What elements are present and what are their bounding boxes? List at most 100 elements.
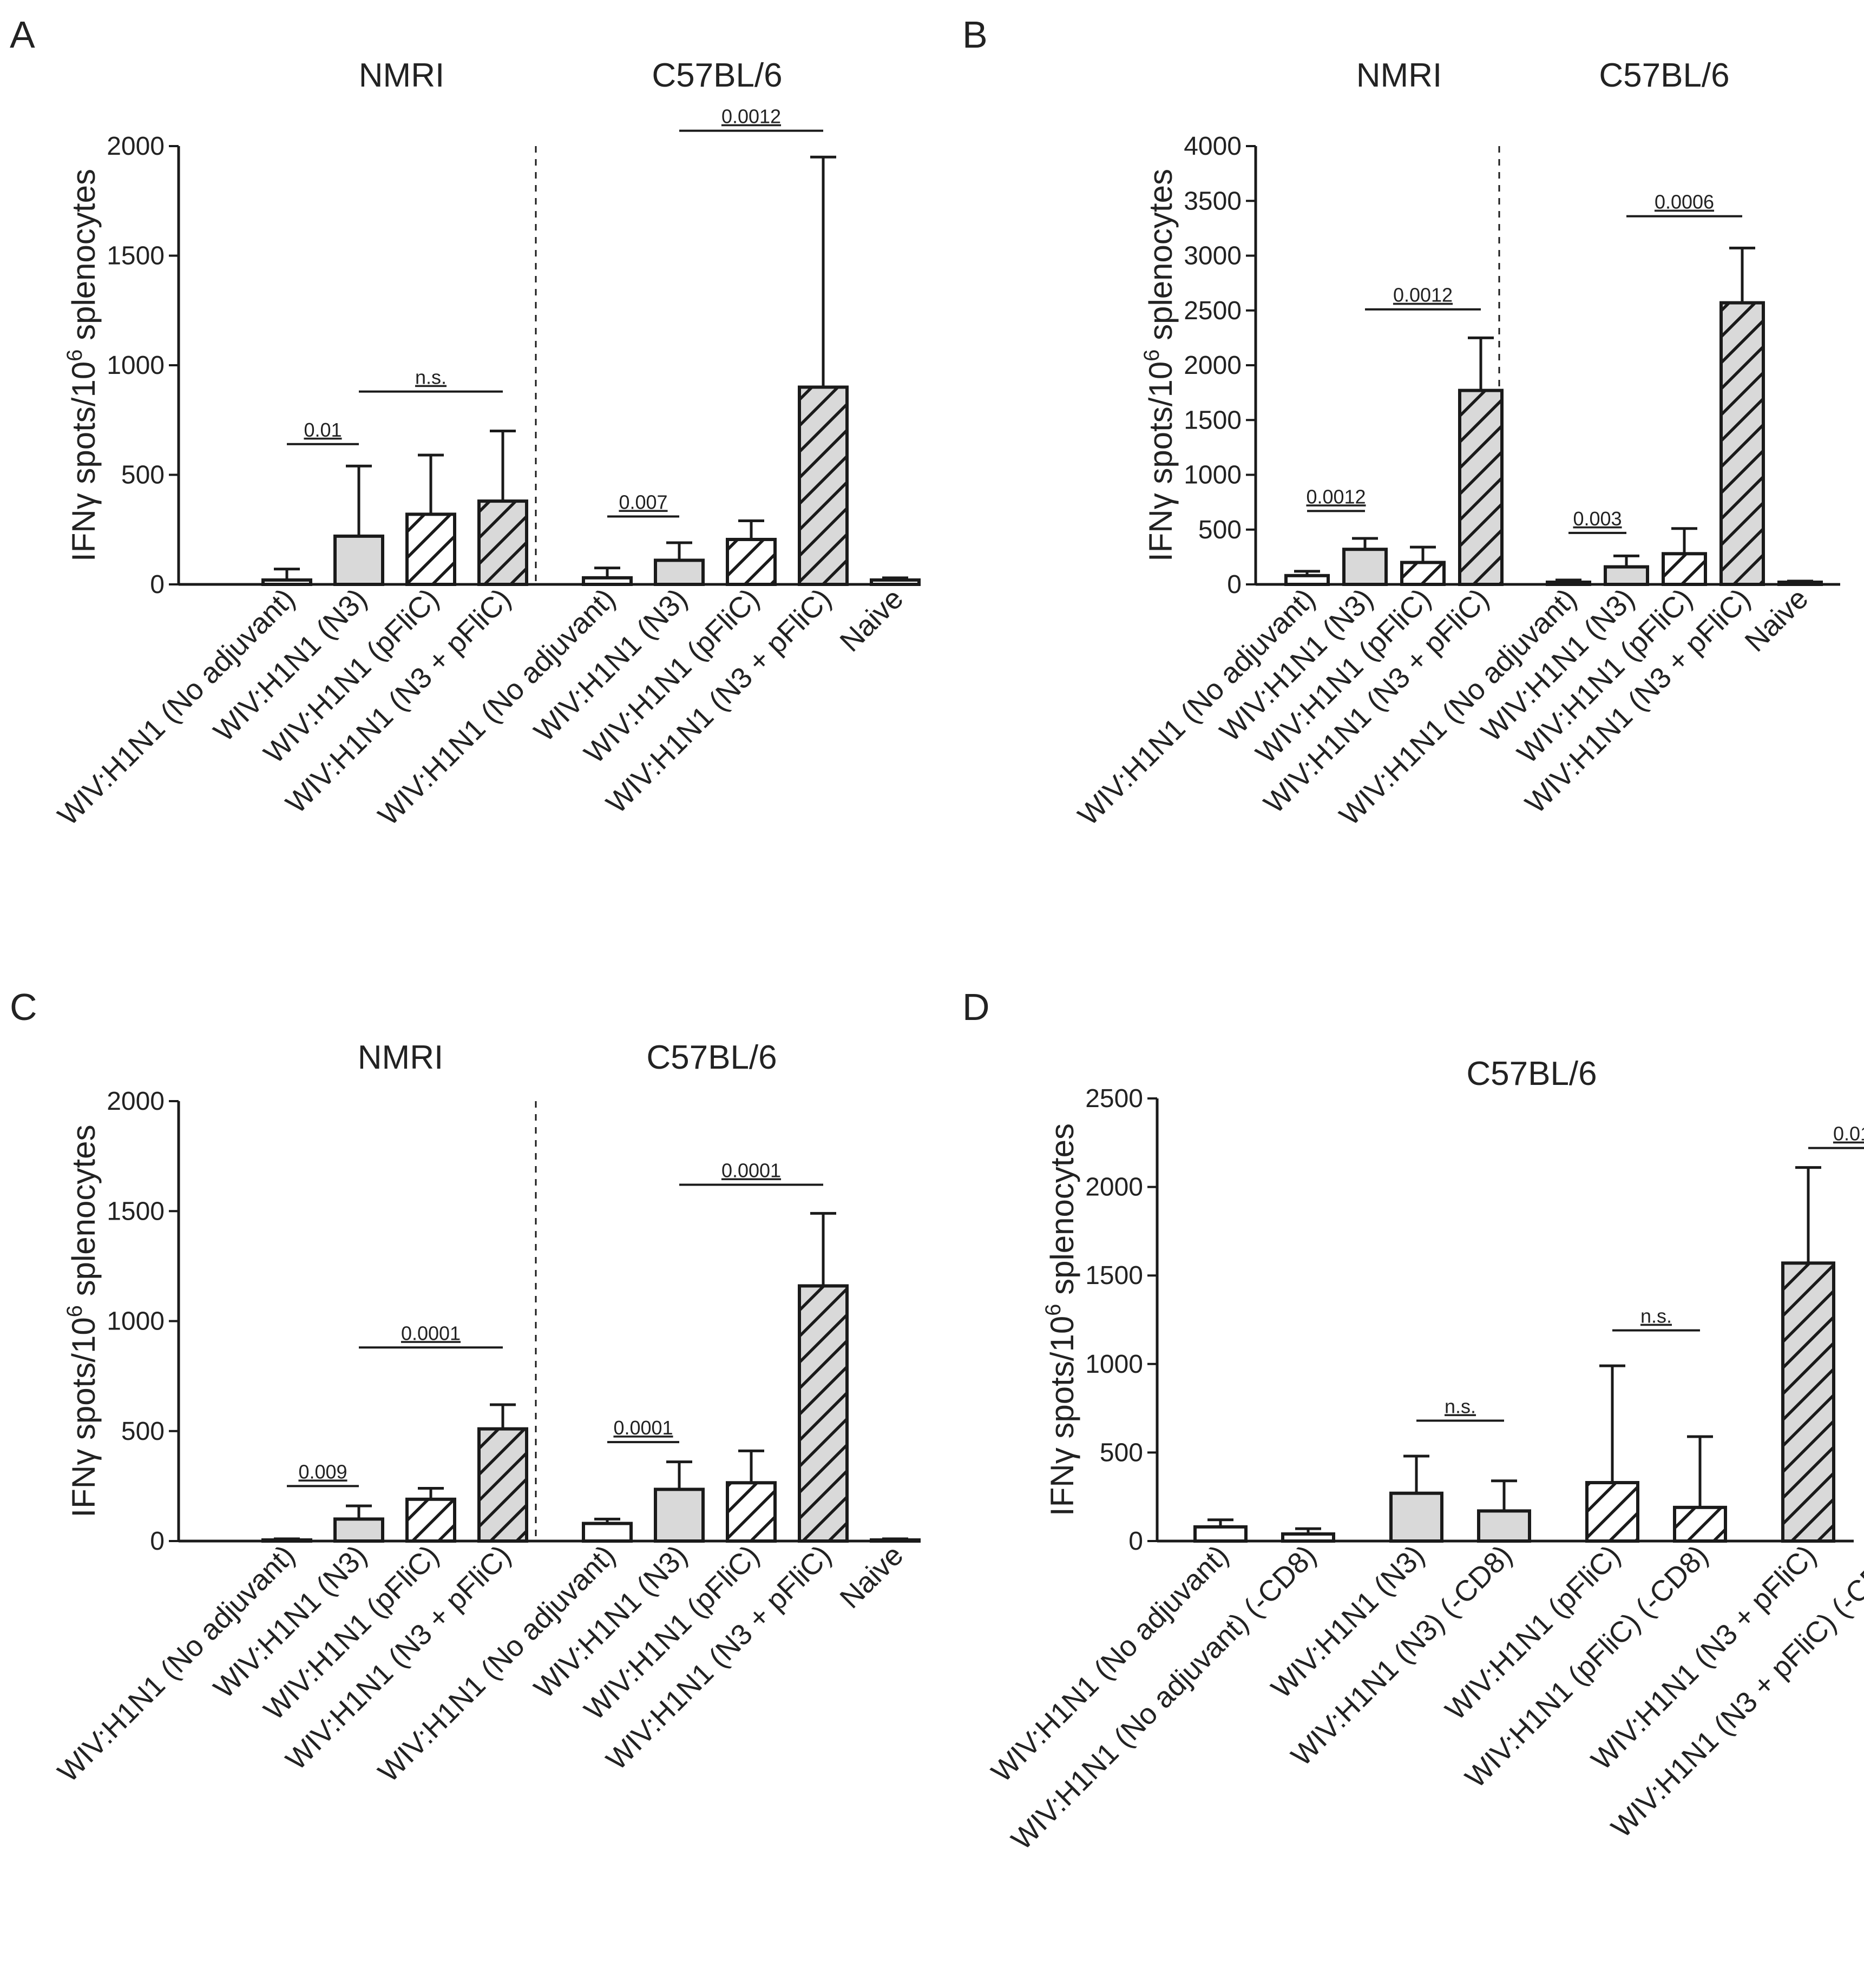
panel-d-group-title-c57bl-6: C57BL/6 xyxy=(1466,1055,1597,1092)
panel-c-letter: C xyxy=(10,986,37,1028)
panel-d-bar-2-wiv-h1n1-n3 xyxy=(1389,1491,1443,1543)
panel-b-letter: B xyxy=(962,14,988,56)
panel-a-significance-label-0: 0.01 xyxy=(304,419,342,441)
panel-b-chart: B NMRI C57BL/6 0 500 1000 1500 2000 2500 3000 3500… xyxy=(962,14,1840,832)
panel-b-y-tick-label-0: 0 xyxy=(1227,570,1242,599)
panel-c-bar-1-wiv-h1n1-n3 xyxy=(333,1517,384,1543)
panel-c-bar-6-wiv-h1n1-pflic xyxy=(726,1481,777,1543)
y-label-superscript: 6 xyxy=(63,1305,87,1317)
panel-a-bar-0-wiv-h1n1-no-adjuvant xyxy=(261,578,312,587)
panel-b-y-tick-label-3500: 3500 xyxy=(1184,187,1242,215)
panel-a-significance-label-1: n.s. xyxy=(415,366,447,389)
panel-c-x-tick-label-8: Naive xyxy=(833,1539,909,1615)
y-label-superscript: 6 xyxy=(1140,350,1164,361)
panel-c-bar-0-wiv-h1n1-no-adjuvant xyxy=(261,1538,312,1543)
panel-d-bar-6-wiv-h1n1-n3-pflic xyxy=(1781,1261,1835,1543)
y-label-base: IFNγ spots/10 xyxy=(65,1317,102,1517)
panel-a-x-tick-label-8: Naive xyxy=(833,582,909,658)
panel-b-bar-5-wiv-h1n1-n3 xyxy=(1604,565,1649,586)
panel-a-y-tick-label-500: 500 xyxy=(121,461,165,490)
panel-b-x-tick-label-8: Naive xyxy=(1738,582,1814,658)
panel-b-y-tick-label-2500: 2500 xyxy=(1184,297,1242,325)
panel-c-y-tick-label-2000: 2000 xyxy=(107,1087,165,1116)
panel-a-bar-6-wiv-h1n1-pflic xyxy=(726,537,777,586)
panel-d-significance-label-1: n.s. xyxy=(1640,1305,1672,1327)
panel-b-significance-label-2: 0.003 xyxy=(1573,508,1622,530)
y-label-tail: splenocytes xyxy=(1044,1123,1080,1304)
panel-a-bar-2-wiv-h1n1-pflic xyxy=(405,512,456,587)
panel-c-group-title-c57bl-6: C57BL/6 xyxy=(646,1039,777,1076)
panel-a-bar-3-wiv-h1n1-n3-pflic xyxy=(477,499,528,586)
y-label-base: IFNγ spots/10 xyxy=(1044,1316,1080,1516)
panel-d-x-tick-label-7: WIV:H1N1 (N3 + pFliC) (-CD8) xyxy=(1605,1539,1864,1844)
panel-d-bar-1-wiv-h1n1-no-adjuvant-cd8 xyxy=(1281,1532,1335,1543)
panel-b-bar-2-wiv-h1n1-pflic xyxy=(1400,561,1446,586)
y-label-tail: splenocytes xyxy=(1143,169,1179,350)
panel-b-group-title-c57bl-6: C57BL/6 xyxy=(1599,57,1729,94)
panel-b-group-title-nmri: NMRI xyxy=(1356,57,1442,94)
panel-b-y-tick-label-4000: 4000 xyxy=(1184,132,1242,161)
panel-b-significance-label-3: 0.0006 xyxy=(1655,191,1714,213)
panel-c-bar-2-wiv-h1n1-pflic xyxy=(405,1497,456,1543)
panel-a-significance-label-2: 0.007 xyxy=(619,491,667,513)
panel-b-significance-label-1: 0.0012 xyxy=(1393,284,1453,306)
panel-b-y-tick-label-1000: 1000 xyxy=(1184,461,1242,490)
panel-a-letter: A xyxy=(10,14,35,56)
panel-b-y-tick-label-500: 500 xyxy=(1198,516,1242,544)
panel-d-y-tick-label-1000: 1000 xyxy=(1085,1350,1143,1379)
panel-b-bar-3-wiv-h1n1-n3-pflic xyxy=(1458,389,1504,586)
panel-c-significance-label-0: 0.009 xyxy=(298,1460,347,1483)
panel-b-y-axis-label: IFNγ spots/106 splenocytes xyxy=(1140,169,1179,562)
panel-d-bar-5-wiv-h1n1-pflic-cd8 xyxy=(1673,1505,1727,1543)
panel-c-y-tick-label-0: 0 xyxy=(150,1527,165,1556)
panel-c-significance-label-1: 0.0001 xyxy=(401,1322,461,1344)
panel-a-bar-5-wiv-h1n1-n3 xyxy=(654,558,705,586)
panel-c-y-axis-label: IFNγ spots/106 splenocytes xyxy=(63,1125,102,1518)
panel-b-bar-8-naive xyxy=(1777,580,1823,586)
panel-d-bar-3-wiv-h1n1-n3-cd8 xyxy=(1477,1509,1531,1543)
y-label-superscript: 6 xyxy=(63,350,87,361)
panel-d-significance-label-2: 0.01 xyxy=(1833,1123,1864,1145)
panel-b-significance-label-0: 0.0012 xyxy=(1306,485,1366,508)
y-label-base: IFNγ spots/10 xyxy=(1143,361,1179,562)
panel-a-y-tick-label-0: 0 xyxy=(150,570,165,599)
y-label-superscript: 6 xyxy=(1041,1304,1065,1316)
panel-b-bar-6-wiv-h1n1-pflic xyxy=(1662,552,1707,586)
y-label-tail: splenocytes xyxy=(65,169,102,350)
panel-b-y-tick-label-2000: 2000 xyxy=(1184,351,1242,380)
panel-a-bar-4-wiv-h1n1-no-adjuvant xyxy=(582,576,633,586)
panel-a-bar-7-wiv-h1n1-n3-pflic xyxy=(798,385,849,586)
panel-b-bar-0-wiv-h1n1-no-adjuvant xyxy=(1284,574,1330,587)
panel-b-y-tick-label-3000: 3000 xyxy=(1184,242,1242,271)
panel-c-bar-4-wiv-h1n1-no-adjuvant xyxy=(582,1522,633,1543)
panel-d-y-tick-label-500: 500 xyxy=(1100,1438,1143,1467)
panel-b-y-tick-label-1500: 1500 xyxy=(1184,406,1242,435)
panel-a-y-tick-label-1000: 1000 xyxy=(107,351,165,380)
y-label-tail: splenocytes xyxy=(65,1125,102,1306)
panel-a-bar-8-naive xyxy=(870,578,921,587)
y-label-base: IFNγ spots/10 xyxy=(65,361,102,562)
panel-a-group-title-nmri: NMRI xyxy=(359,57,444,94)
panel-d-significance-label-0: n.s. xyxy=(1445,1395,1476,1418)
panel-d-y-tick-label-2000: 2000 xyxy=(1085,1173,1143,1202)
panel-d-y-tick-label-2500: 2500 xyxy=(1085,1084,1143,1113)
panel-c-bar-8-naive xyxy=(870,1538,921,1543)
panel-c-y-tick-label-1500: 1500 xyxy=(107,1197,165,1226)
panel-c-y-tick-label-500: 500 xyxy=(121,1417,165,1446)
panel-d-y-tick-label-0: 0 xyxy=(1128,1527,1143,1556)
panel-d-bar-0-wiv-h1n1-no-adjuvant xyxy=(1193,1525,1248,1543)
panel-a-bar-1-wiv-h1n1-n3 xyxy=(333,534,384,587)
panel-a-group-title-c57bl-6: C57BL/6 xyxy=(652,57,782,94)
panel-c-bar-7-wiv-h1n1-n3-pflic xyxy=(798,1284,849,1543)
panel-b-bar-7-wiv-h1n1-n3-pflic xyxy=(1719,301,1765,586)
panel-d-y-axis-label: IFNγ spots/106 splenocytes xyxy=(1041,1123,1080,1516)
panel-a-y-tick-label-2000: 2000 xyxy=(107,132,165,161)
panel-a-y-tick-label-1500: 1500 xyxy=(107,242,165,271)
panel-a-y-axis-label: IFNγ spots/106 splenocytes xyxy=(63,169,102,562)
panel-a-significance-label-3: 0.0012 xyxy=(721,106,781,128)
panel-c-bar-3-wiv-h1n1-n3-pflic xyxy=(477,1427,528,1543)
